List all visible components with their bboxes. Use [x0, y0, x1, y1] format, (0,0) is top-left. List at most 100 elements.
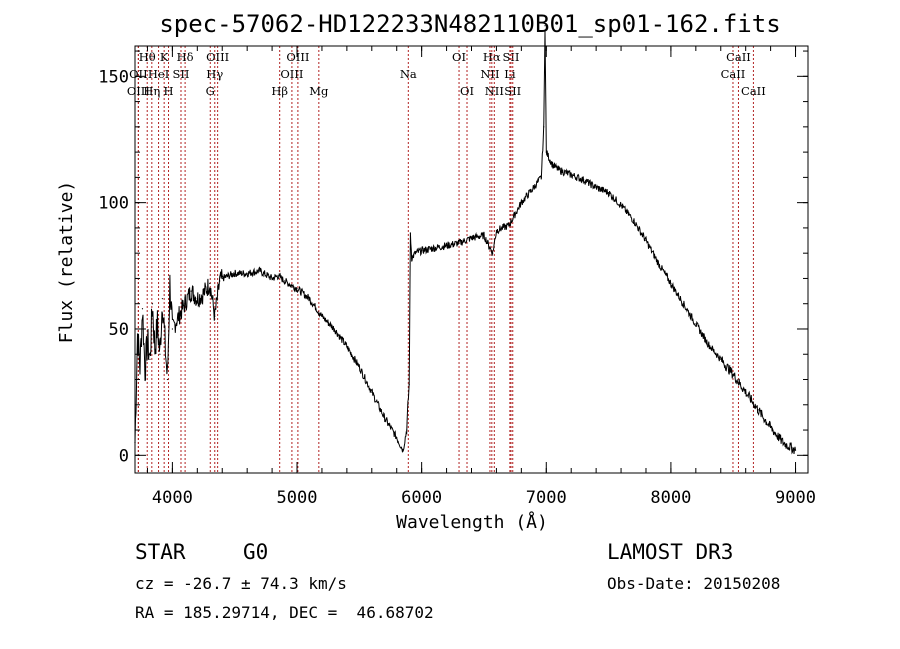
- data-point: [632, 219, 635, 221]
- line-label: Na: [400, 67, 417, 81]
- series-line: [134, 29, 796, 455]
- line-label: Hγ: [206, 67, 223, 81]
- data-point: [234, 272, 236, 274]
- line-label: Hα: [483, 50, 501, 64]
- data-point: [782, 442, 784, 444]
- data-point: [146, 341, 149, 343]
- data-point: [333, 328, 336, 330]
- survey-name: LAMOST DR3: [607, 540, 734, 564]
- data-point: [159, 353, 161, 355]
- data-point: [166, 378, 169, 381]
- data-point: [583, 179, 585, 181]
- data-point: [219, 280, 221, 282]
- data-point: [707, 343, 709, 345]
- data-point: [358, 366, 360, 368]
- line-label: OIII: [127, 84, 150, 98]
- redshift-velocity: cz = -26.7 ± 74.3 km/s: [135, 574, 347, 593]
- data-point: [495, 229, 498, 232]
- data-point: [396, 437, 398, 439]
- data-point: [745, 391, 747, 393]
- line-label: OIII: [286, 50, 309, 64]
- data-point: [164, 341, 166, 343]
- data-point: [308, 298, 311, 300]
- data-point: [161, 298, 164, 300]
- data-point: [144, 368, 146, 371]
- data-point: [551, 164, 554, 166]
- data-point: [190, 290, 192, 292]
- line-label: Hβ: [271, 84, 288, 98]
- data-point: [544, 25, 546, 27]
- data-point: [508, 224, 510, 226]
- data-point: [139, 366, 141, 368]
- y-tick-label: 0: [119, 446, 129, 466]
- data-point: [458, 242, 460, 244]
- data-point: [184, 303, 186, 305]
- data-point: [421, 250, 423, 252]
- y-tick-label: 150: [98, 67, 129, 87]
- data-point: [178, 315, 180, 317]
- data-point: [682, 303, 684, 305]
- series-layer: [134, 25, 797, 455]
- data-point: [149, 358, 151, 360]
- data-point: [371, 391, 373, 393]
- data-point: [406, 429, 408, 431]
- line-label: H: [164, 84, 174, 98]
- data-point: [402, 449, 404, 451]
- x-tick-label: 5000: [277, 488, 318, 508]
- data-point: [757, 409, 759, 411]
- data-point: [221, 277, 223, 280]
- x-tick-label: 6000: [401, 488, 442, 508]
- line-label: OIII: [280, 67, 303, 81]
- data-point: [645, 239, 647, 242]
- data-point: [732, 373, 734, 376]
- line-label: OIII: [206, 50, 229, 64]
- data-point: [169, 282, 171, 285]
- data-point: [283, 280, 286, 282]
- line-label: CaII: [741, 84, 766, 98]
- data-point: [346, 346, 348, 348]
- line-label: Hθ: [139, 50, 156, 64]
- data-point: [141, 308, 144, 310]
- x-tick-label: 8000: [650, 488, 691, 508]
- data-point: [794, 449, 797, 451]
- line-label: Hη: [143, 84, 160, 98]
- line-label: Mg: [309, 84, 329, 98]
- data-point: [259, 270, 261, 272]
- line-label: Li: [504, 67, 516, 81]
- line-label: NII: [480, 67, 499, 81]
- data-point: [154, 348, 156, 350]
- sky-coordinates: RA = 185.29714, DEC = 46.68702: [135, 603, 434, 622]
- data-point: [136, 333, 139, 335]
- data-point: [543, 126, 545, 128]
- data-point: [470, 237, 473, 239]
- data-point: [409, 232, 412, 234]
- data-point: [433, 247, 435, 249]
- data-point: [558, 169, 560, 171]
- y-axis-label: Flux (relative): [56, 181, 77, 344]
- data-point: [196, 298, 198, 300]
- line-label: CaII: [721, 67, 746, 81]
- axes: 4000 5000 6000 7000 8000 9000 0 50 100 150: [98, 45, 816, 508]
- y-tick-label: 50: [109, 320, 129, 340]
- data-point: [595, 186, 597, 189]
- x-axis-label: Wavelength (Å): [396, 511, 548, 533]
- data-point: [695, 323, 697, 325]
- data-point: [483, 234, 485, 237]
- data-point: [620, 204, 622, 206]
- data-point: [533, 186, 535, 189]
- data-point: [570, 174, 572, 176]
- data-point: [520, 202, 522, 204]
- line-label: OI: [452, 50, 466, 64]
- line-label: CaII: [726, 50, 751, 64]
- data-point: [277, 275, 279, 277]
- data-point: [383, 416, 385, 419]
- data-point: [209, 282, 211, 285]
- data-point: [489, 247, 491, 249]
- data-point: [492, 252, 494, 254]
- line-label: OI: [460, 84, 474, 98]
- line-label: NII: [485, 84, 504, 98]
- data-point: [545, 151, 547, 153]
- data-point: [271, 277, 273, 280]
- line-label: SII: [504, 84, 521, 98]
